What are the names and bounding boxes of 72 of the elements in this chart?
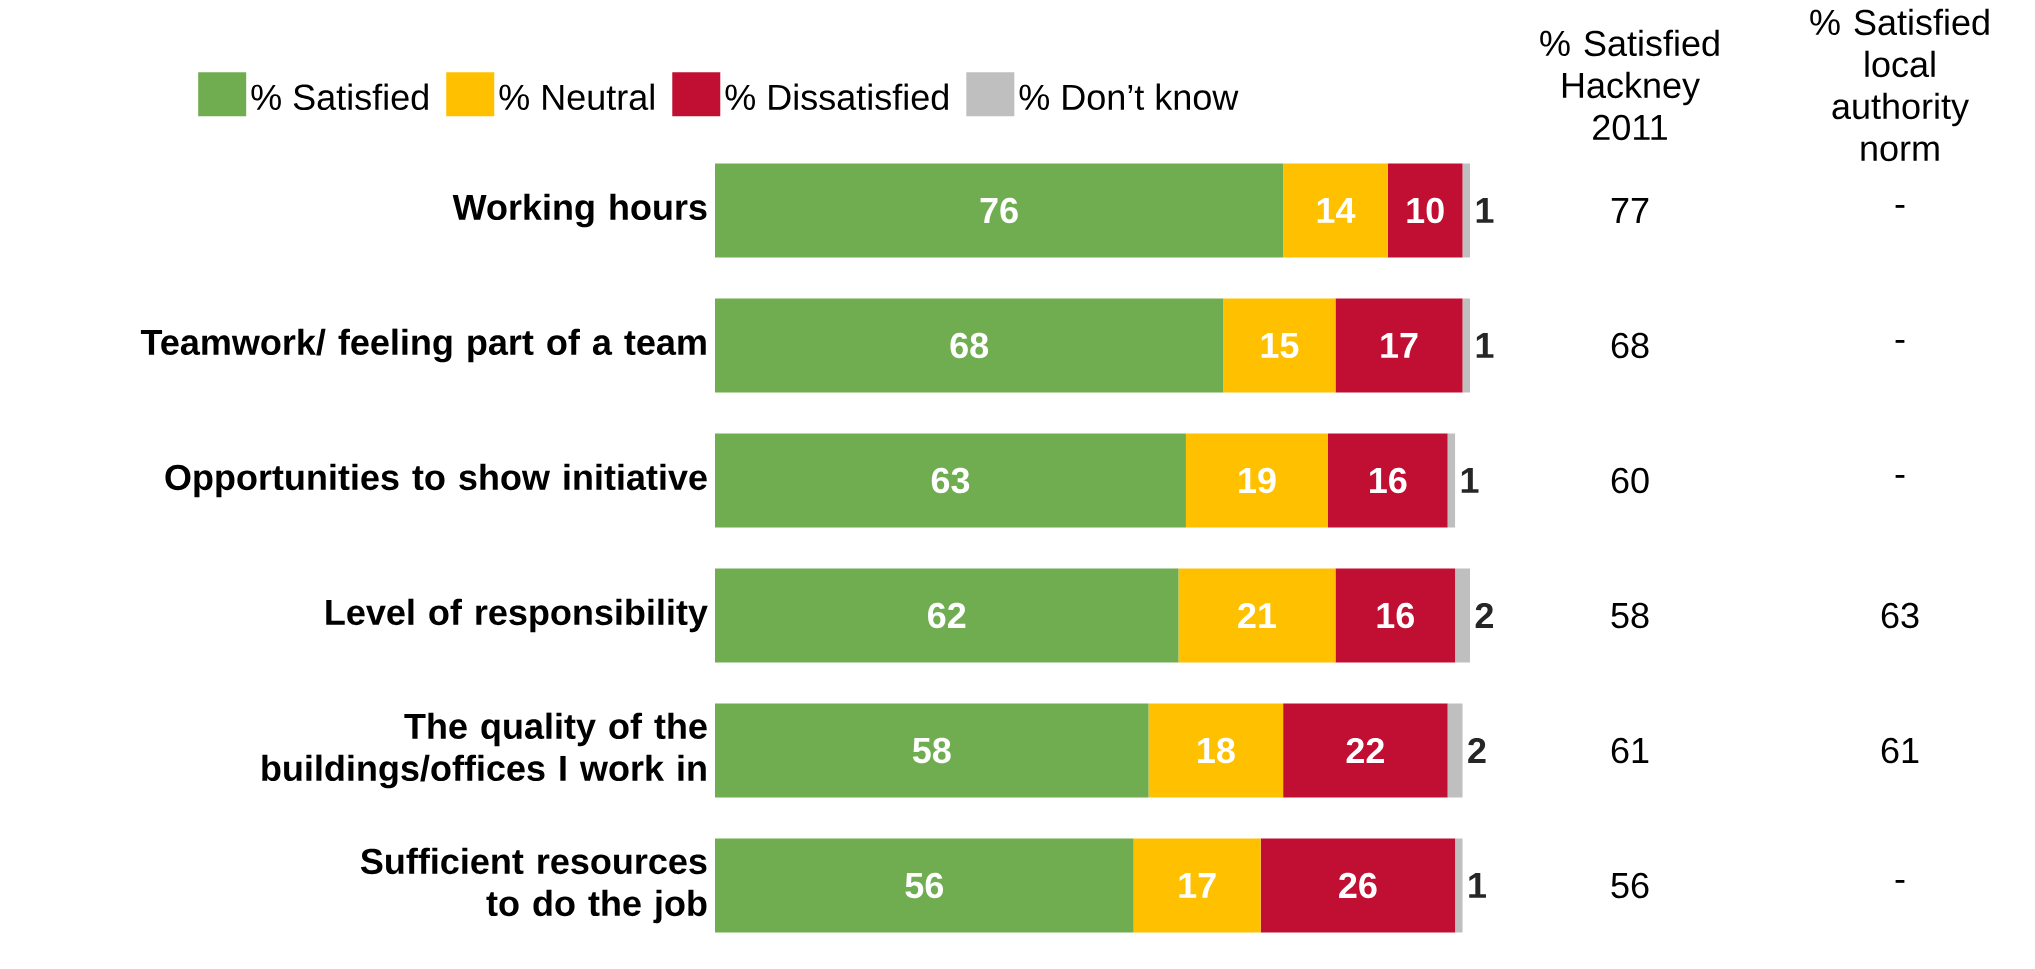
y-tick-label: The quality of the buildings/offices I work in [262, 712, 707, 789]
y-tick-label: Sufficient resources to do the job [360, 847, 707, 924]
text: 58 [1611, 602, 1649, 629]
bar [715, 163, 1284, 258]
data-label: 1 [1476, 333, 1494, 358]
y-tick-label: Level of responsibility [326, 598, 708, 633]
bar [1462, 163, 1471, 258]
y-tick-label: Teamwork/ feeling part of a team [140, 328, 706, 363]
text: - [1895, 340, 1905, 343]
bar [1133, 838, 1261, 933]
data-label: 15 [1261, 332, 1299, 359]
bar [1185, 433, 1328, 528]
bar [1283, 163, 1388, 258]
legend-label: % Neutral [499, 83, 654, 111]
data-label: 2 [1468, 737, 1486, 764]
data-label: 2 [1475, 602, 1494, 629]
text: 63 [1881, 602, 1919, 629]
data-label: 62 [928, 602, 966, 629]
data-label: 56 [905, 872, 944, 899]
bar [1327, 433, 1448, 528]
text: - [1895, 205, 1905, 208]
bar [1387, 163, 1463, 258]
data-label: 19 [1239, 467, 1276, 494]
data-label: 14 [1317, 198, 1356, 223]
text: 60 [1611, 467, 1649, 494]
data-label: 63 [931, 467, 970, 494]
y-tick-label: Opportunities to show initiative [165, 463, 707, 498]
legend-label: % Satisfied [251, 83, 428, 111]
bar [1260, 838, 1456, 933]
data-label: 16 [1377, 602, 1414, 629]
text: - [1895, 475, 1905, 478]
data-label: 1 [1476, 198, 1494, 223]
data-label: 76 [980, 197, 1018, 224]
text: 61 [1881, 737, 1919, 764]
data-label: 17 [1381, 333, 1418, 358]
bar [1447, 703, 1463, 798]
bar [1178, 568, 1336, 663]
data-label: 1 [1461, 468, 1479, 493]
data-label: 68 [950, 332, 989, 359]
text: - [1895, 880, 1905, 883]
data-label: 26 [1339, 872, 1377, 899]
data-label: 18 [1198, 737, 1235, 764]
bar [1455, 838, 1463, 933]
text: % Satisfied local authority norm [1810, 8, 1989, 162]
bar [715, 298, 1224, 393]
legend-label: % Dissatisfied [725, 83, 948, 111]
bar [1462, 298, 1471, 393]
bar [715, 568, 1179, 663]
text: 61 [1611, 737, 1649, 764]
data-label: 17 [1179, 873, 1216, 898]
text: 68 [1611, 332, 1649, 359]
text: 56 [1611, 872, 1649, 899]
data-label: 1 [1469, 873, 1486, 898]
legend-label: % Don’t know [1019, 83, 1239, 111]
y-tick-label: Working hours [452, 193, 707, 228]
bar [1455, 568, 1471, 663]
bar [1283, 703, 1448, 798]
bar [1447, 433, 1456, 528]
data-label: 21 [1238, 602, 1276, 629]
data-label: 10 [1407, 197, 1444, 224]
bar [1223, 298, 1336, 393]
text: 77 [1611, 198, 1649, 223]
text: % Satisfied Hackney 2011 [1540, 29, 1719, 141]
data-label: 22 [1346, 737, 1384, 764]
bar [715, 838, 1134, 933]
bar [715, 433, 1186, 528]
bar [1335, 298, 1463, 393]
data-label: 16 [1370, 467, 1407, 494]
bar [1335, 568, 1456, 663]
data-label: 58 [912, 737, 951, 764]
bar [1148, 703, 1284, 798]
bar [715, 703, 1149, 798]
